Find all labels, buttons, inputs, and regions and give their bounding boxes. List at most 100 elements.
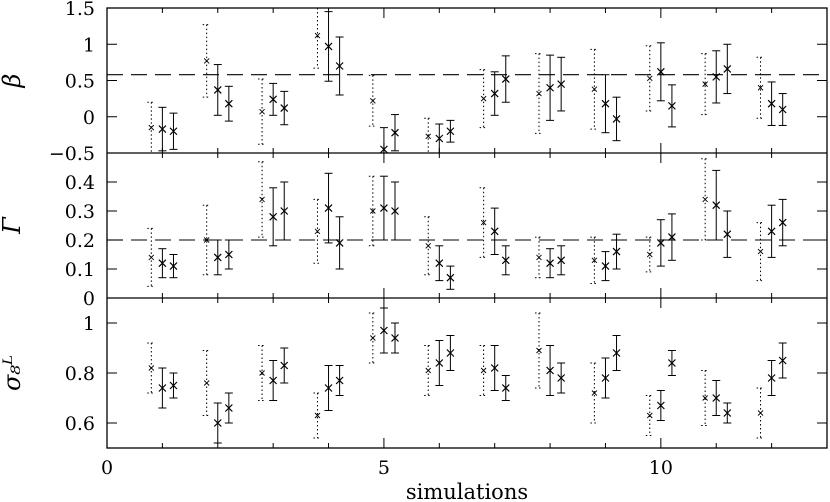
data-point <box>259 370 265 376</box>
data-point <box>391 334 399 342</box>
data-point <box>148 124 155 131</box>
data-point <box>536 254 542 261</box>
data-point <box>370 335 376 341</box>
data-point <box>557 256 566 265</box>
y-tick-label: 0.6 <box>65 413 95 435</box>
data-point <box>712 72 721 81</box>
data-point <box>490 227 499 236</box>
data-point <box>259 196 265 203</box>
data-point <box>224 99 233 108</box>
plot-frame <box>106 7 828 449</box>
data-point <box>335 62 344 70</box>
data-point <box>490 89 499 98</box>
y-tick-label: 0 <box>83 288 95 310</box>
data-point <box>259 108 265 115</box>
data-point <box>335 376 344 385</box>
data-point <box>501 384 510 392</box>
data-point <box>203 237 210 243</box>
x-tick-label: 0 <box>101 457 113 479</box>
data-point <box>391 207 399 215</box>
data-point <box>213 253 222 262</box>
data-point <box>656 401 665 410</box>
data-point <box>778 218 787 227</box>
data-point <box>158 125 167 133</box>
data-point <box>778 356 787 365</box>
data-point <box>536 347 542 354</box>
data-point <box>646 412 653 419</box>
data-point <box>723 230 732 239</box>
data-point <box>501 75 510 83</box>
y-tick-label: 1 <box>83 34 95 56</box>
data-point <box>324 204 333 213</box>
y-tick-label: 0.2 <box>65 230 95 252</box>
data-point <box>213 86 222 94</box>
data-point <box>501 256 510 265</box>
data-point <box>446 127 455 136</box>
data-point <box>601 374 610 382</box>
data-point <box>667 359 676 367</box>
data-point <box>425 242 432 249</box>
data-point <box>712 394 721 402</box>
data-point <box>591 86 598 93</box>
y-tick-label: 1.5 <box>65 0 95 20</box>
data-point <box>601 262 610 271</box>
data-point <box>612 349 621 357</box>
data-point <box>778 105 787 114</box>
data-point <box>546 83 555 92</box>
data-point <box>158 259 167 268</box>
data-point <box>314 412 321 419</box>
data-point <box>646 251 653 258</box>
data-point <box>425 133 432 140</box>
data-point <box>280 361 289 370</box>
data-point <box>148 365 155 371</box>
y-tick-label: 0.1 <box>65 259 95 281</box>
data-point <box>280 104 289 112</box>
y-tick-label: 0.8 <box>65 363 95 385</box>
data-point <box>224 250 233 259</box>
y-tick-label: 0 <box>83 107 95 129</box>
data-point <box>646 75 653 82</box>
data-point <box>536 90 542 97</box>
data-point <box>656 238 665 247</box>
data-point <box>435 134 444 143</box>
data-point <box>169 127 178 136</box>
chart-marks: 0 5 10 1.5 1 0.5 0 −0.5 β 0.4 0.3 0.2 0.1 0 Γ 1 0.8 0.6 σ₈… <box>0 0 828 479</box>
data-point <box>656 67 665 76</box>
data-point <box>446 349 455 357</box>
data-point <box>169 381 178 390</box>
data-point <box>446 273 455 282</box>
data-point <box>557 80 566 89</box>
data-point <box>757 84 764 91</box>
data-point <box>667 101 676 110</box>
y-axis-label: β <box>0 74 26 89</box>
data-point <box>702 395 708 401</box>
x-axis-label: simulations <box>406 480 528 502</box>
y-tick-label: 1 <box>83 313 95 335</box>
data-point <box>425 367 432 374</box>
data-point <box>767 99 776 108</box>
data-point <box>379 145 388 154</box>
data-point <box>203 380 210 386</box>
data-point <box>158 384 167 392</box>
data-point <box>314 228 321 235</box>
data-point <box>269 95 278 104</box>
data-point <box>213 419 222 427</box>
data-point <box>480 219 487 226</box>
data-point <box>612 115 621 123</box>
data-point <box>224 404 233 412</box>
data-point <box>723 409 732 417</box>
data-point <box>712 201 721 210</box>
data-point <box>546 366 555 375</box>
data-point <box>169 262 178 271</box>
data-point <box>314 32 321 39</box>
y-axis-label: σ₈ᴸ <box>0 355 26 391</box>
data-point <box>723 64 732 73</box>
data-point <box>324 384 333 392</box>
y-tick-label: −0.5 <box>49 143 95 165</box>
y-tick-label: 0.4 <box>65 172 95 194</box>
data-point <box>667 233 676 242</box>
x-tick-label: 10 <box>649 457 673 479</box>
data-point <box>280 207 289 215</box>
data-point <box>591 390 598 396</box>
